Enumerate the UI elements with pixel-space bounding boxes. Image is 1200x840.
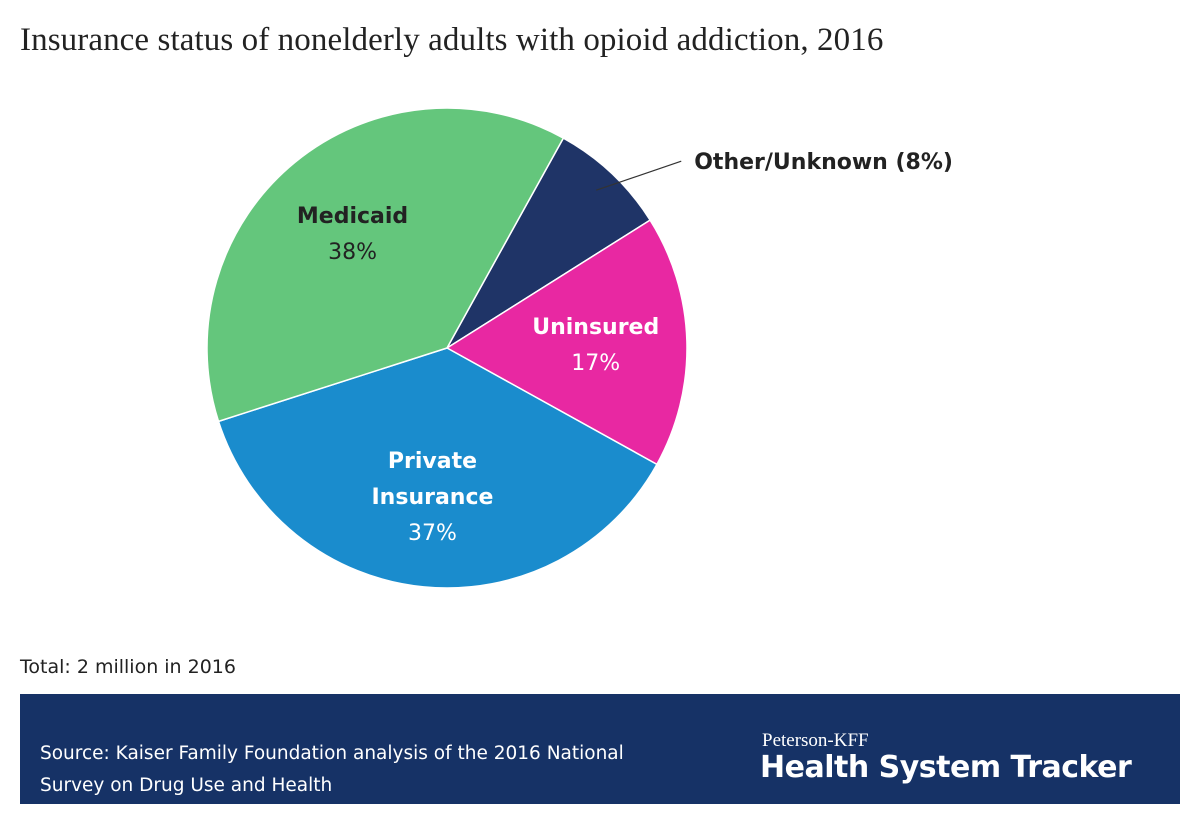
slice-label-uninsured: Uninsured (532, 315, 659, 340)
pie-labels: Other/Unknown (8%) Uninsured 17% Private Ins… (297, 150, 953, 546)
slice-label-other-unknown: Other/Unknown (8%) (694, 150, 953, 175)
pie-slice-private-insurance (217, 347, 658, 589)
chart-title: Insurance status of nonelderly adults wi… (20, 22, 884, 58)
slice-label-private-insurance: Insurance (372, 485, 494, 510)
slice-label-private-insurance: Private (388, 449, 477, 474)
slice-value-medicaid: 38% (328, 240, 377, 265)
pie-slice-uninsured (446, 219, 688, 466)
pie-slice-other-unknown (446, 137, 651, 349)
slice-value-uninsured: 17% (571, 351, 620, 376)
brand-logo-text: Health System Tracker (760, 750, 1132, 785)
source-note: Source: Kaiser Family Foundation analysi… (40, 743, 624, 796)
slice-value-private-insurance: 37% (408, 521, 457, 546)
pie-slice-medicaid (206, 107, 565, 423)
leader-line-other-unknown (596, 160, 682, 191)
footer-banner: Source: Kaiser Family Foundation analysi… (20, 694, 1180, 804)
brand-name-top: Peterson-KFF (762, 730, 869, 751)
pie-slices (206, 107, 688, 589)
slice-label-medicaid: Medicaid (297, 204, 408, 229)
pie-chart: Other/Unknown (8%) Uninsured 17% Private Ins… (206, 107, 953, 589)
total-note: Total: 2 million in 2016 (20, 656, 236, 678)
